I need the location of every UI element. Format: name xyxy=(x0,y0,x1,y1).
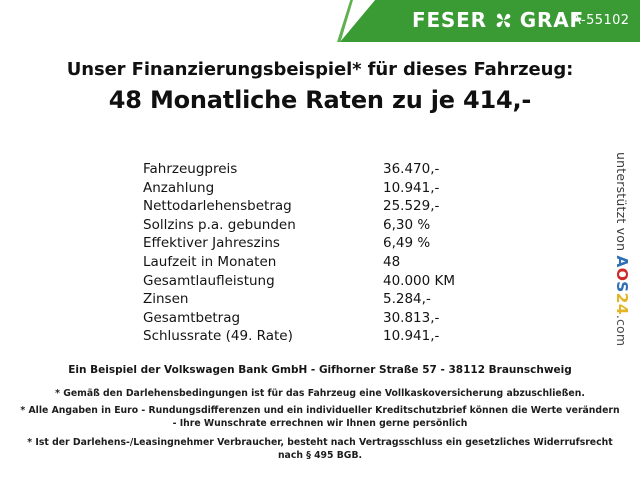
row-value-nettodarlehensbetrag: 25.529,- xyxy=(383,198,440,215)
supported-by-label: unterstützt von xyxy=(614,152,629,256)
financing-example-title: Unser Finanzierungsbeispiel* für dieses … xyxy=(66,59,574,80)
brand-name-feser: FESER xyxy=(412,8,487,32)
table-row: Sollzins p.a. gebunden 6,30 % xyxy=(143,216,543,235)
table-row: Zinsen 5.284,- xyxy=(143,290,543,309)
brand-name-graf: GRAF xyxy=(519,8,584,32)
aos24-letter-a: A xyxy=(613,255,631,268)
clover-icon xyxy=(494,11,513,30)
row-value-gesamtbetrag: 30.813,- xyxy=(383,309,440,326)
row-value-laufzeit: 48 xyxy=(383,253,401,270)
table-row: Laufzeit in Monaten 48 xyxy=(143,253,543,272)
row-label-laufzeit: Laufzeit in Monaten xyxy=(143,253,277,270)
row-label-zinsen: Zinsen xyxy=(143,291,189,308)
row-value-sollzins: 6,30 % xyxy=(383,216,431,233)
row-label-sollzins: Sollzins p.a. gebunden xyxy=(143,216,296,233)
row-label-gesamtbetrag: Gesamtbetrag xyxy=(143,309,241,326)
fineprint-note-1: * Gemäß den Darlehensbedingungen ist für… xyxy=(55,388,585,399)
row-value-fahrzeugpreis: 36.470,- xyxy=(383,161,440,177)
table-row: Effektiver Jahreszins 6,49 % xyxy=(143,234,543,253)
row-value-effektiver-jahreszins: 6,49 % xyxy=(383,235,431,252)
row-label-schlussrate: Schlussrate (49. Rate) xyxy=(143,328,293,345)
aos24-tld: .com xyxy=(614,314,629,347)
row-label-effektiver-jahreszins: Effektiver Jahreszins xyxy=(143,235,280,252)
row-label-fahrzeugpreis: Fahrzeugpreis xyxy=(143,161,238,177)
table-row: Gesamtlaufleistung 40.000 KM xyxy=(143,272,543,291)
aos24-letter-o: O xyxy=(613,267,631,282)
financing-details-table: Fahrzeugpreis 36.470,- Anzahlung 10.941,… xyxy=(143,160,543,346)
row-value-gesamtlaufleistung: 40.000 KM xyxy=(383,272,456,289)
bank-disclosure-line: Ein Beispiel der Volkswagen Bank GmbH - … xyxy=(68,364,572,376)
table-row: Nettodarlehensbetrag 25.529,- xyxy=(143,197,543,216)
row-label-nettodarlehensbetrag: Nettodarlehensbetrag xyxy=(143,198,292,215)
monthly-rate-title: 48 Monatliche Raten zu je 414,- xyxy=(108,86,532,114)
table-row: Fahrzeugpreis 36.470,- xyxy=(143,160,543,179)
supported-by-credit-text: unterstützt von AOS24.com xyxy=(611,152,632,346)
row-value-anzahlung: 10.941,- xyxy=(383,179,440,196)
stock-number: A-55102 xyxy=(572,13,630,28)
header-green-bar xyxy=(340,0,640,42)
table-row: Anzahlung 10.941,- xyxy=(143,179,543,198)
headline-block: Unser Finanzierungsbeispiel* für dieses … xyxy=(0,58,640,116)
table-row: Schlussrate (49. Rate) 10.941,- xyxy=(143,327,543,346)
brand-logo: FESER GRAF xyxy=(412,9,584,31)
supported-by-credit: unterstützt von AOS24.com xyxy=(612,152,634,352)
row-value-schlussrate: 10.941,- xyxy=(383,328,440,345)
fineprint-note-3-line-2: nach § 495 BGB. xyxy=(277,449,363,461)
row-label-gesamtlaufleistung: Gesamtlaufleistung xyxy=(143,272,275,289)
fineprint-note-2-line-1: * Alle Angaben in Euro - Rundungsdiffere… xyxy=(20,405,620,417)
row-label-anzahlung: Anzahlung xyxy=(143,179,215,196)
fineprint-block: * Gemäß den Darlehensbedingungen ist für… xyxy=(0,387,640,462)
fineprint-note-3-line-1: * Ist der Darlehens-/Leasingnehmer Verbr… xyxy=(27,436,613,448)
aos24-letter-s: S xyxy=(613,281,631,293)
aos24-number-24: 24 xyxy=(613,292,631,315)
fineprint-note-2-line-2: - Ihre Wunschrate errechnen wir Ihnen ge… xyxy=(172,418,468,430)
page-header: FESER GRAF A-55102 xyxy=(0,0,640,42)
row-value-zinsen: 5.284,- xyxy=(383,291,431,308)
table-row: Gesamtbetrag 30.813,- xyxy=(143,309,543,328)
